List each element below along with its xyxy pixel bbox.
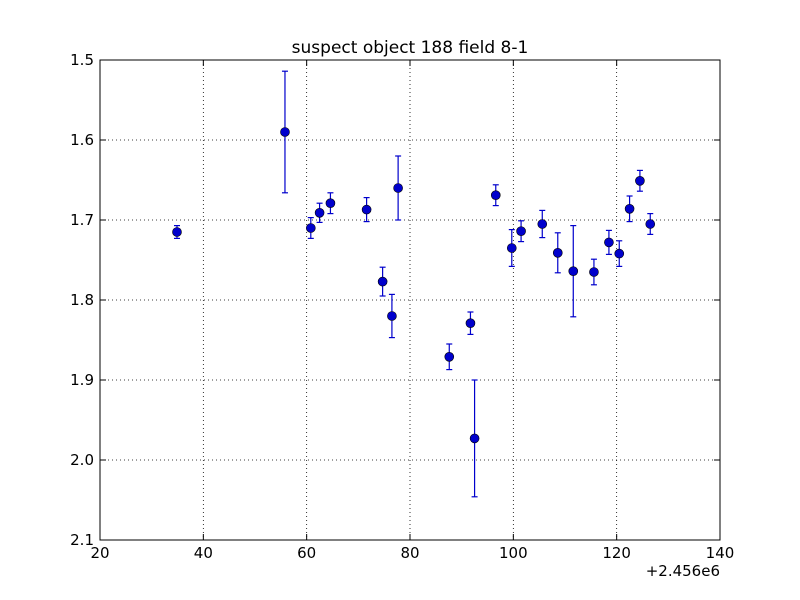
- point-marker: [393, 183, 403, 193]
- data-point: [377, 266, 388, 297]
- data-point: [589, 258, 599, 286]
- point-marker: [465, 318, 476, 329]
- x-tick-label: 100: [499, 544, 528, 562]
- y-tick-label: 2.0: [70, 451, 94, 469]
- data-point: [305, 217, 316, 239]
- point-marker: [537, 219, 548, 229]
- data-point: [444, 343, 455, 371]
- x-tick-label: 140: [706, 544, 735, 562]
- data-point: [361, 197, 372, 223]
- point-marker: [604, 237, 614, 248]
- plot-frame: [99, 59, 721, 541]
- point-marker: [444, 351, 455, 362]
- grid: [100, 60, 720, 540]
- data-point: [516, 220, 526, 243]
- data-point: [635, 169, 645, 192]
- x-tick-label: 120: [602, 544, 631, 562]
- point-marker: [469, 433, 480, 444]
- y-tick-label: 1.9: [70, 371, 94, 389]
- data-point: [325, 192, 336, 215]
- data-point: [172, 225, 182, 239]
- point-marker: [377, 276, 388, 287]
- point-marker: [172, 227, 182, 237]
- data-point: [465, 311, 476, 335]
- x-offset-label: +2.456e6: [646, 562, 720, 580]
- chart-title: suspect object 188 field 8-1: [292, 38, 529, 58]
- point-marker: [635, 176, 645, 186]
- y-tick-label: 2.1: [70, 531, 94, 549]
- x-tick-label: 80: [400, 544, 419, 562]
- y-tick-label: 1.8: [70, 291, 94, 309]
- point-marker: [506, 243, 517, 253]
- data-point: [604, 229, 614, 255]
- data-point: [490, 184, 501, 207]
- point-marker: [516, 226, 526, 236]
- point-marker: [589, 267, 599, 277]
- point-marker: [624, 204, 635, 214]
- data-point: [314, 202, 325, 223]
- point-marker: [361, 204, 372, 215]
- x-tick-label: 40: [194, 544, 213, 562]
- data-point: [568, 225, 579, 318]
- data-point: [537, 209, 548, 239]
- data-point: [624, 195, 635, 223]
- point-marker: [614, 248, 625, 259]
- y-tick-label: 1.5: [70, 51, 94, 69]
- y-tick-label: 1.6: [70, 131, 94, 149]
- data-point: [552, 232, 563, 274]
- data-point: [614, 240, 625, 267]
- point-marker: [325, 198, 336, 208]
- point-marker: [552, 248, 563, 258]
- data-point: [506, 229, 517, 267]
- point-marker: [490, 190, 501, 200]
- data-point: [469, 379, 480, 498]
- point-marker: [314, 208, 325, 218]
- point-marker: [645, 219, 656, 229]
- point-marker: [305, 223, 316, 233]
- x-tick-label: 20: [90, 544, 109, 562]
- data-point: [393, 155, 403, 221]
- data-point: [645, 213, 656, 235]
- data-points: [172, 70, 656, 498]
- point-marker: [387, 311, 397, 321]
- point-marker: [568, 266, 579, 277]
- x-tick-label: 60: [297, 544, 316, 562]
- point-marker: [280, 127, 290, 137]
- data-point: [280, 70, 290, 194]
- tick-labels: 20 40 60 80 100 120 140 1.5 1.6 1.7 1.8 1.9 2.0 2.1: [70, 51, 734, 562]
- data-point: [387, 293, 397, 339]
- y-tick-label: 1.7: [70, 211, 94, 229]
